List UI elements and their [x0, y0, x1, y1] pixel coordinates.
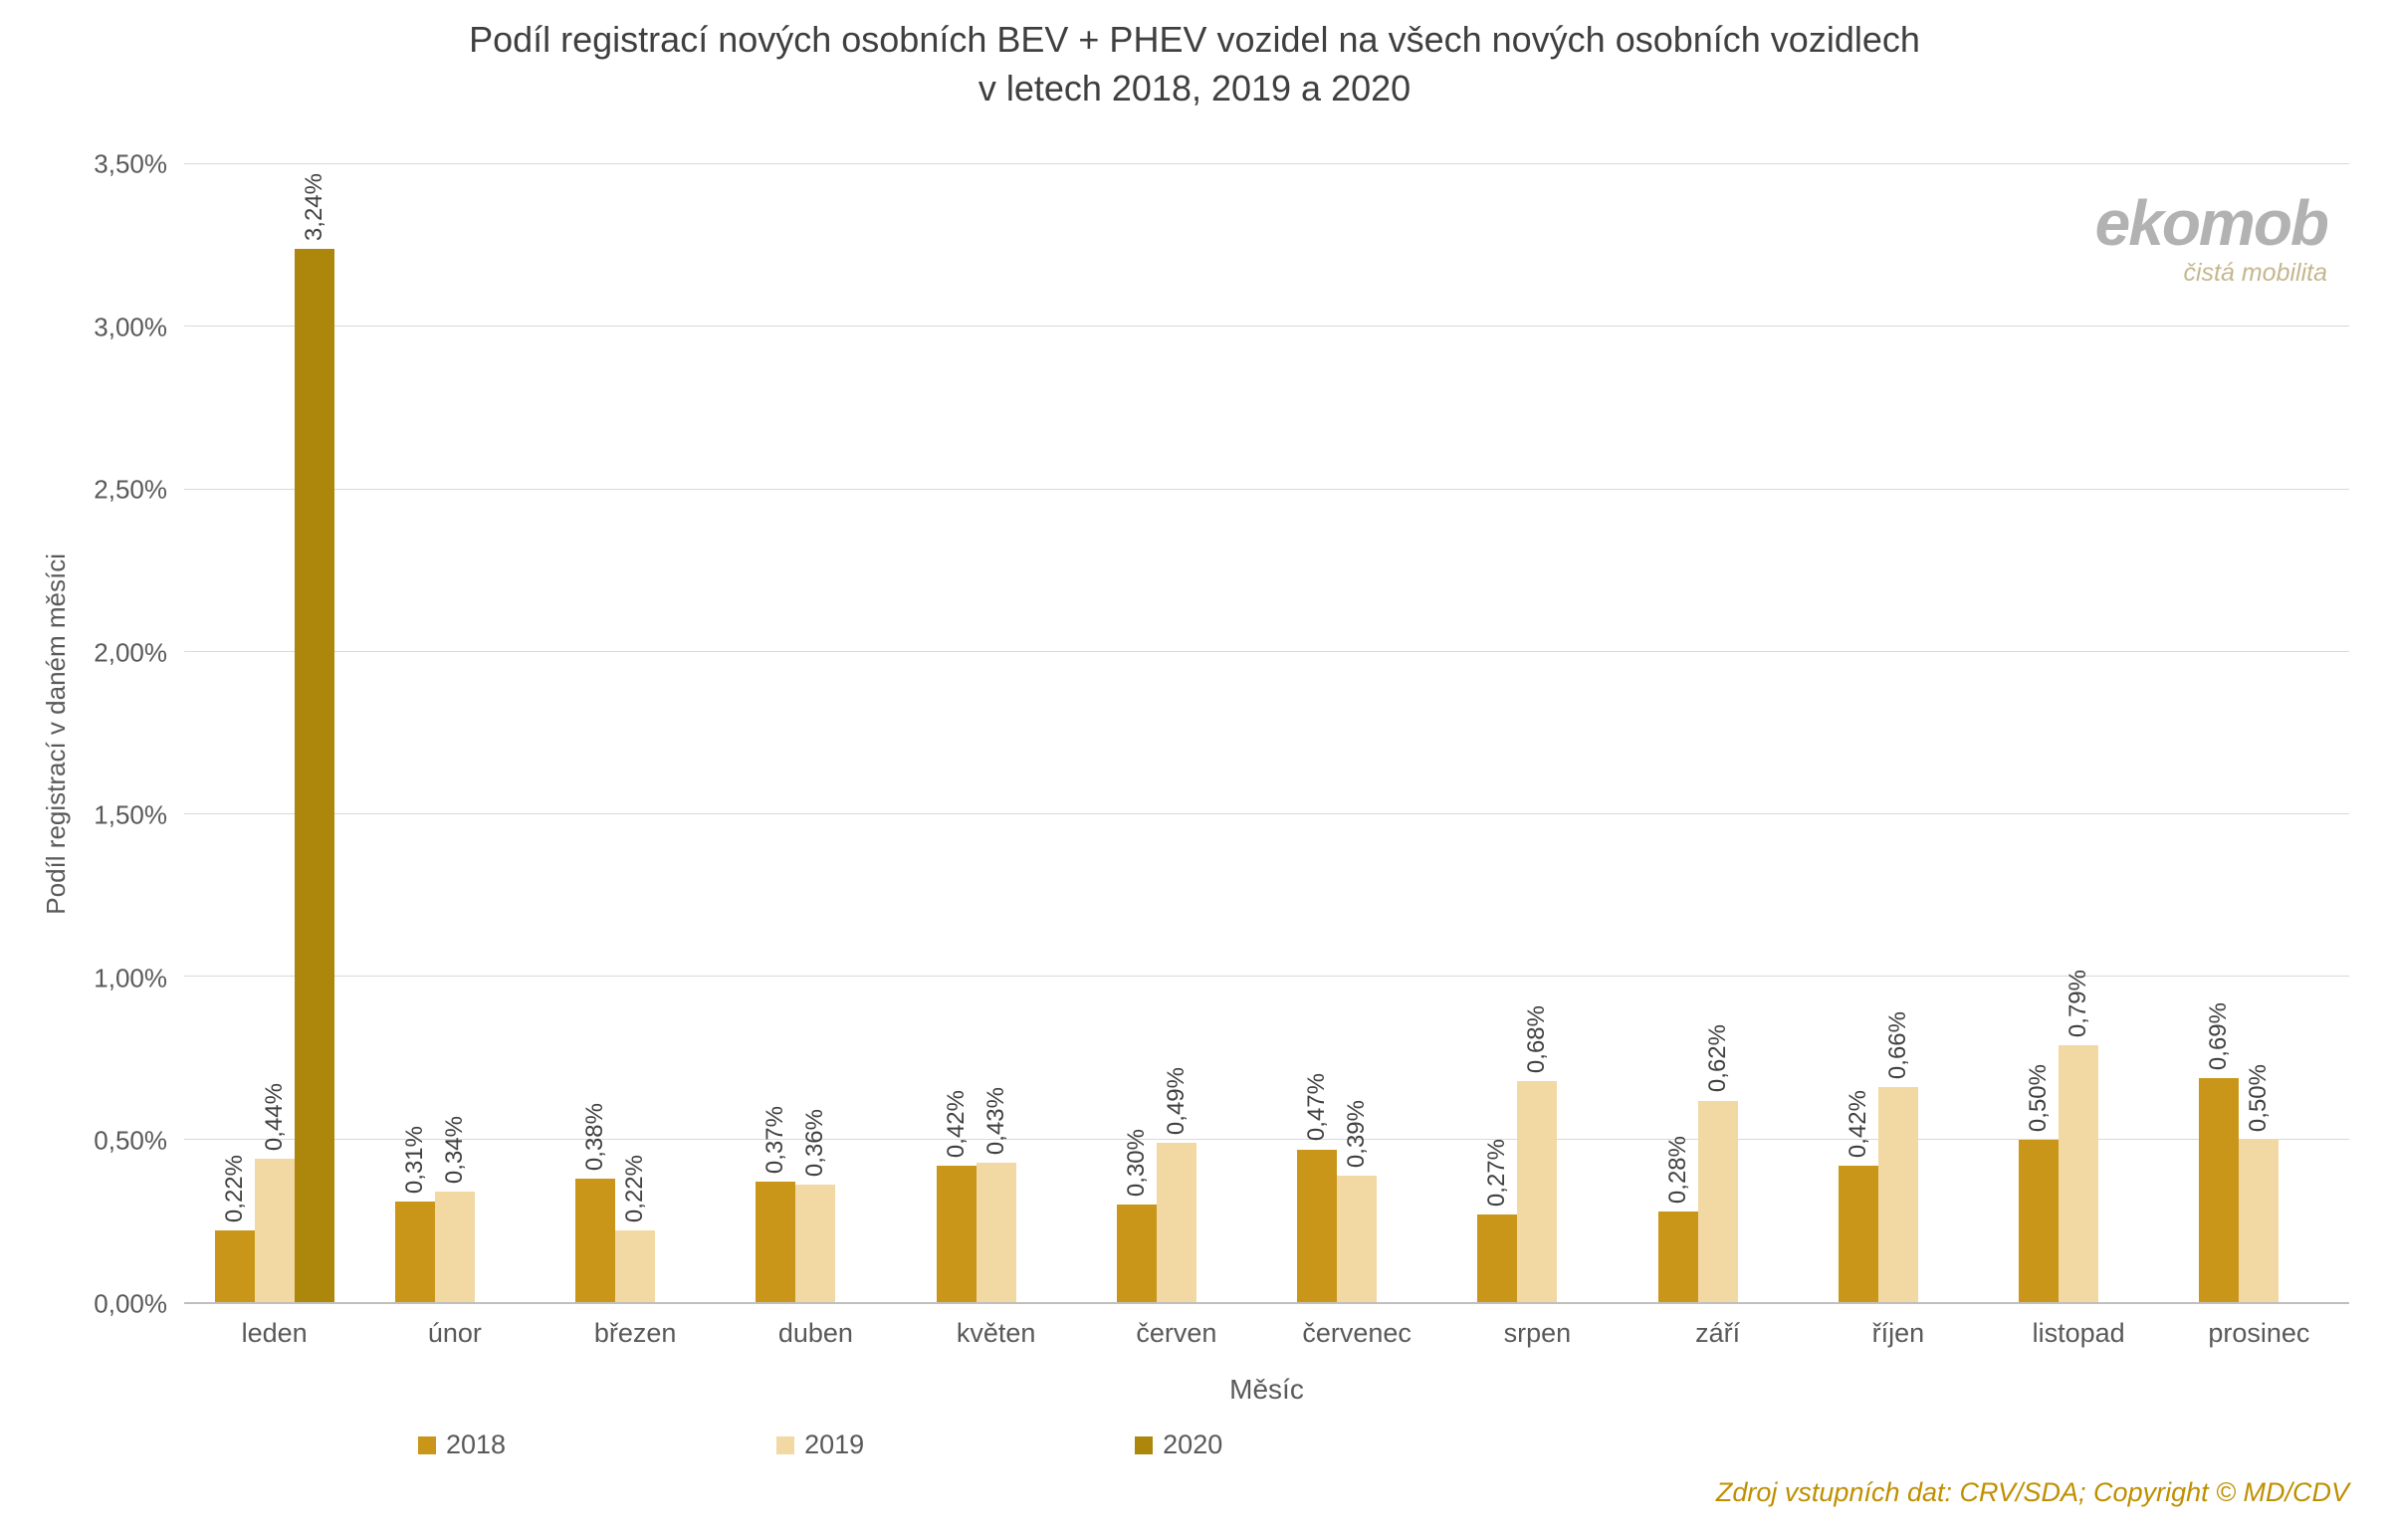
bar-value-label: 0,79% [2064, 969, 2092, 1038]
bar-value-label: 0,39% [1343, 1099, 1371, 1168]
y-tick-label: 1,50% [94, 799, 167, 830]
y-tick-label: 3,00% [94, 312, 167, 342]
bar-2018-duben [756, 1182, 796, 1302]
bar-2018-září [1657, 1210, 1698, 1302]
bar-2019-červenec [1337, 1175, 1378, 1302]
bar-value-label: 0,49% [1162, 1066, 1190, 1135]
bar-value-label: 0,68% [1523, 1004, 1551, 1073]
bar-value-label: 0,36% [801, 1109, 829, 1178]
legend-label: 2018 [446, 1430, 507, 1459]
x-tick-label: říjen [1871, 1318, 1925, 1348]
bar-2019-říjen [1877, 1087, 1918, 1302]
y-tick-label: 0,50% [94, 1125, 167, 1156]
bar-value-label: 0,50% [2025, 1063, 2053, 1132]
legend-item-2020: 2020 [1135, 1430, 1222, 1460]
gridline [184, 488, 2349, 490]
bar-value-label: 0,43% [981, 1086, 1009, 1155]
bar-2020-leden [294, 248, 334, 1302]
bar-value-label: 0,34% [440, 1115, 468, 1184]
legend-label: 2020 [1163, 1430, 1223, 1459]
bar-2018-prosinec [2199, 1077, 2240, 1302]
bar-value-label: 0,22% [621, 1155, 649, 1223]
bar-value-label: 0,28% [1663, 1135, 1691, 1204]
bar-2018-srpen [1477, 1213, 1518, 1302]
gridline [184, 976, 2349, 978]
bar-2019-únor [434, 1191, 475, 1302]
x-tick-label: listopad [2032, 1318, 2125, 1348]
legend-label: 2019 [804, 1430, 865, 1459]
bar-value-label: 0,38% [581, 1102, 609, 1171]
bar-value-label: 0,42% [942, 1089, 970, 1158]
ekomob-logo: ekomob čistá mobilita [2094, 187, 2329, 288]
bar-2019-leden [254, 1159, 295, 1302]
bar-2018-listopad [2019, 1139, 2060, 1302]
bar-2019-září [1697, 1100, 1738, 1302]
bar-value-label: 0,37% [761, 1106, 789, 1175]
gridline [184, 326, 2349, 328]
bar-value-label: 0,66% [1883, 1011, 1911, 1080]
gridline [184, 813, 2349, 815]
x-tick-label: srpen [1503, 1318, 1572, 1348]
chart-title-line1: Podíl registrací nových osobních BEV + P… [469, 19, 1920, 60]
x-tick-label: prosinec [2208, 1318, 2310, 1348]
x-axis-tick-labels: leden únor březen duben květen červen červenec… [184, 1318, 2349, 1349]
x-tick-label: únor [427, 1318, 482, 1348]
y-tick-label: 2,50% [94, 474, 167, 505]
legend-item-2019: 2019 [776, 1430, 864, 1460]
bar-value-label: 3,24% [300, 172, 327, 241]
y-tick-label: 2,00% [94, 637, 167, 668]
bar-2018-leden [214, 1230, 255, 1302]
bar-value-label: 0,69% [2205, 1001, 2233, 1070]
plot-area: 0,22% 0,44% 3,24% 0,31% 0,34% 0,38% 0,22% 0,37%… [184, 163, 2349, 1304]
bar-value-label: 0,62% [1703, 1024, 1731, 1093]
x-tick-label: duben [777, 1318, 853, 1348]
bar-value-label: 0,22% [220, 1155, 248, 1223]
x-tick-label: červenec [1302, 1318, 1412, 1348]
bar-2018-červenec [1297, 1149, 1338, 1302]
bar-2019-březen [615, 1230, 656, 1302]
ekomob-logo-text: ekomob [2094, 187, 2329, 259]
x-axis-title: Měsíc [1229, 1374, 1304, 1405]
legend-item-2018: 2018 [418, 1430, 506, 1460]
x-tick-label: leden [241, 1318, 308, 1348]
y-tick-label: 1,00% [94, 963, 167, 993]
bar-2019-červen [1156, 1142, 1196, 1302]
y-axis-tick-labels: 0,00% 0,50% 1,00% 1,50% 2,00% 2,50% 3,00% 3,50% [0, 149, 167, 1319]
y-tick-label: 0,00% [94, 1288, 167, 1319]
source-note: Zdroj vstupních dat: CRV/SDA; Copyright … [1715, 1477, 2349, 1507]
bar-value-label: 0,44% [260, 1083, 288, 1152]
y-tick-label: 3,50% [94, 148, 167, 179]
chart-title: Podíl registrací nových osobních BEV + P… [0, 16, 2389, 112]
bar-value-label: 0,27% [1483, 1138, 1511, 1207]
bar-2019-květen [976, 1162, 1016, 1302]
bar-2018-květen [936, 1165, 977, 1302]
gridline [184, 1138, 2349, 1140]
x-tick-label: květen [956, 1318, 1036, 1348]
bar-value-label: 0,50% [2245, 1063, 2273, 1132]
bar-value-label: 0,30% [1122, 1128, 1150, 1198]
bar-2019-prosinec [2239, 1139, 2280, 1302]
legend: 2018 2019 2020 [418, 1430, 1222, 1460]
legend-swatch [418, 1435, 436, 1454]
bar-2019-srpen [1517, 1080, 1558, 1302]
x-tick-label: březen [593, 1318, 677, 1348]
bar-value-label: 0,42% [1844, 1089, 1871, 1158]
gridline [184, 650, 2349, 652]
chart-title-line2: v letech 2018, 2019 a 2020 [977, 67, 1412, 109]
bar-value-label: 0,31% [400, 1125, 428, 1194]
bar-2018-únor [394, 1201, 435, 1302]
legend-swatch [1135, 1435, 1154, 1454]
bar-value-label: 0,47% [1303, 1073, 1331, 1142]
bar-2019-listopad [2059, 1045, 2099, 1302]
bar-2018-červen [1116, 1205, 1157, 1302]
x-tick-label: červen [1136, 1318, 1217, 1348]
bar-2018-říjen [1838, 1165, 1878, 1302]
gridline [184, 163, 2349, 164]
legend-swatch [776, 1435, 795, 1454]
bar-2019-duben [795, 1185, 836, 1302]
ekomob-logo-tagline: čistá mobilita [2183, 259, 2328, 287]
x-tick-label: září [1695, 1318, 1741, 1348]
bar-2018-březen [575, 1178, 616, 1302]
